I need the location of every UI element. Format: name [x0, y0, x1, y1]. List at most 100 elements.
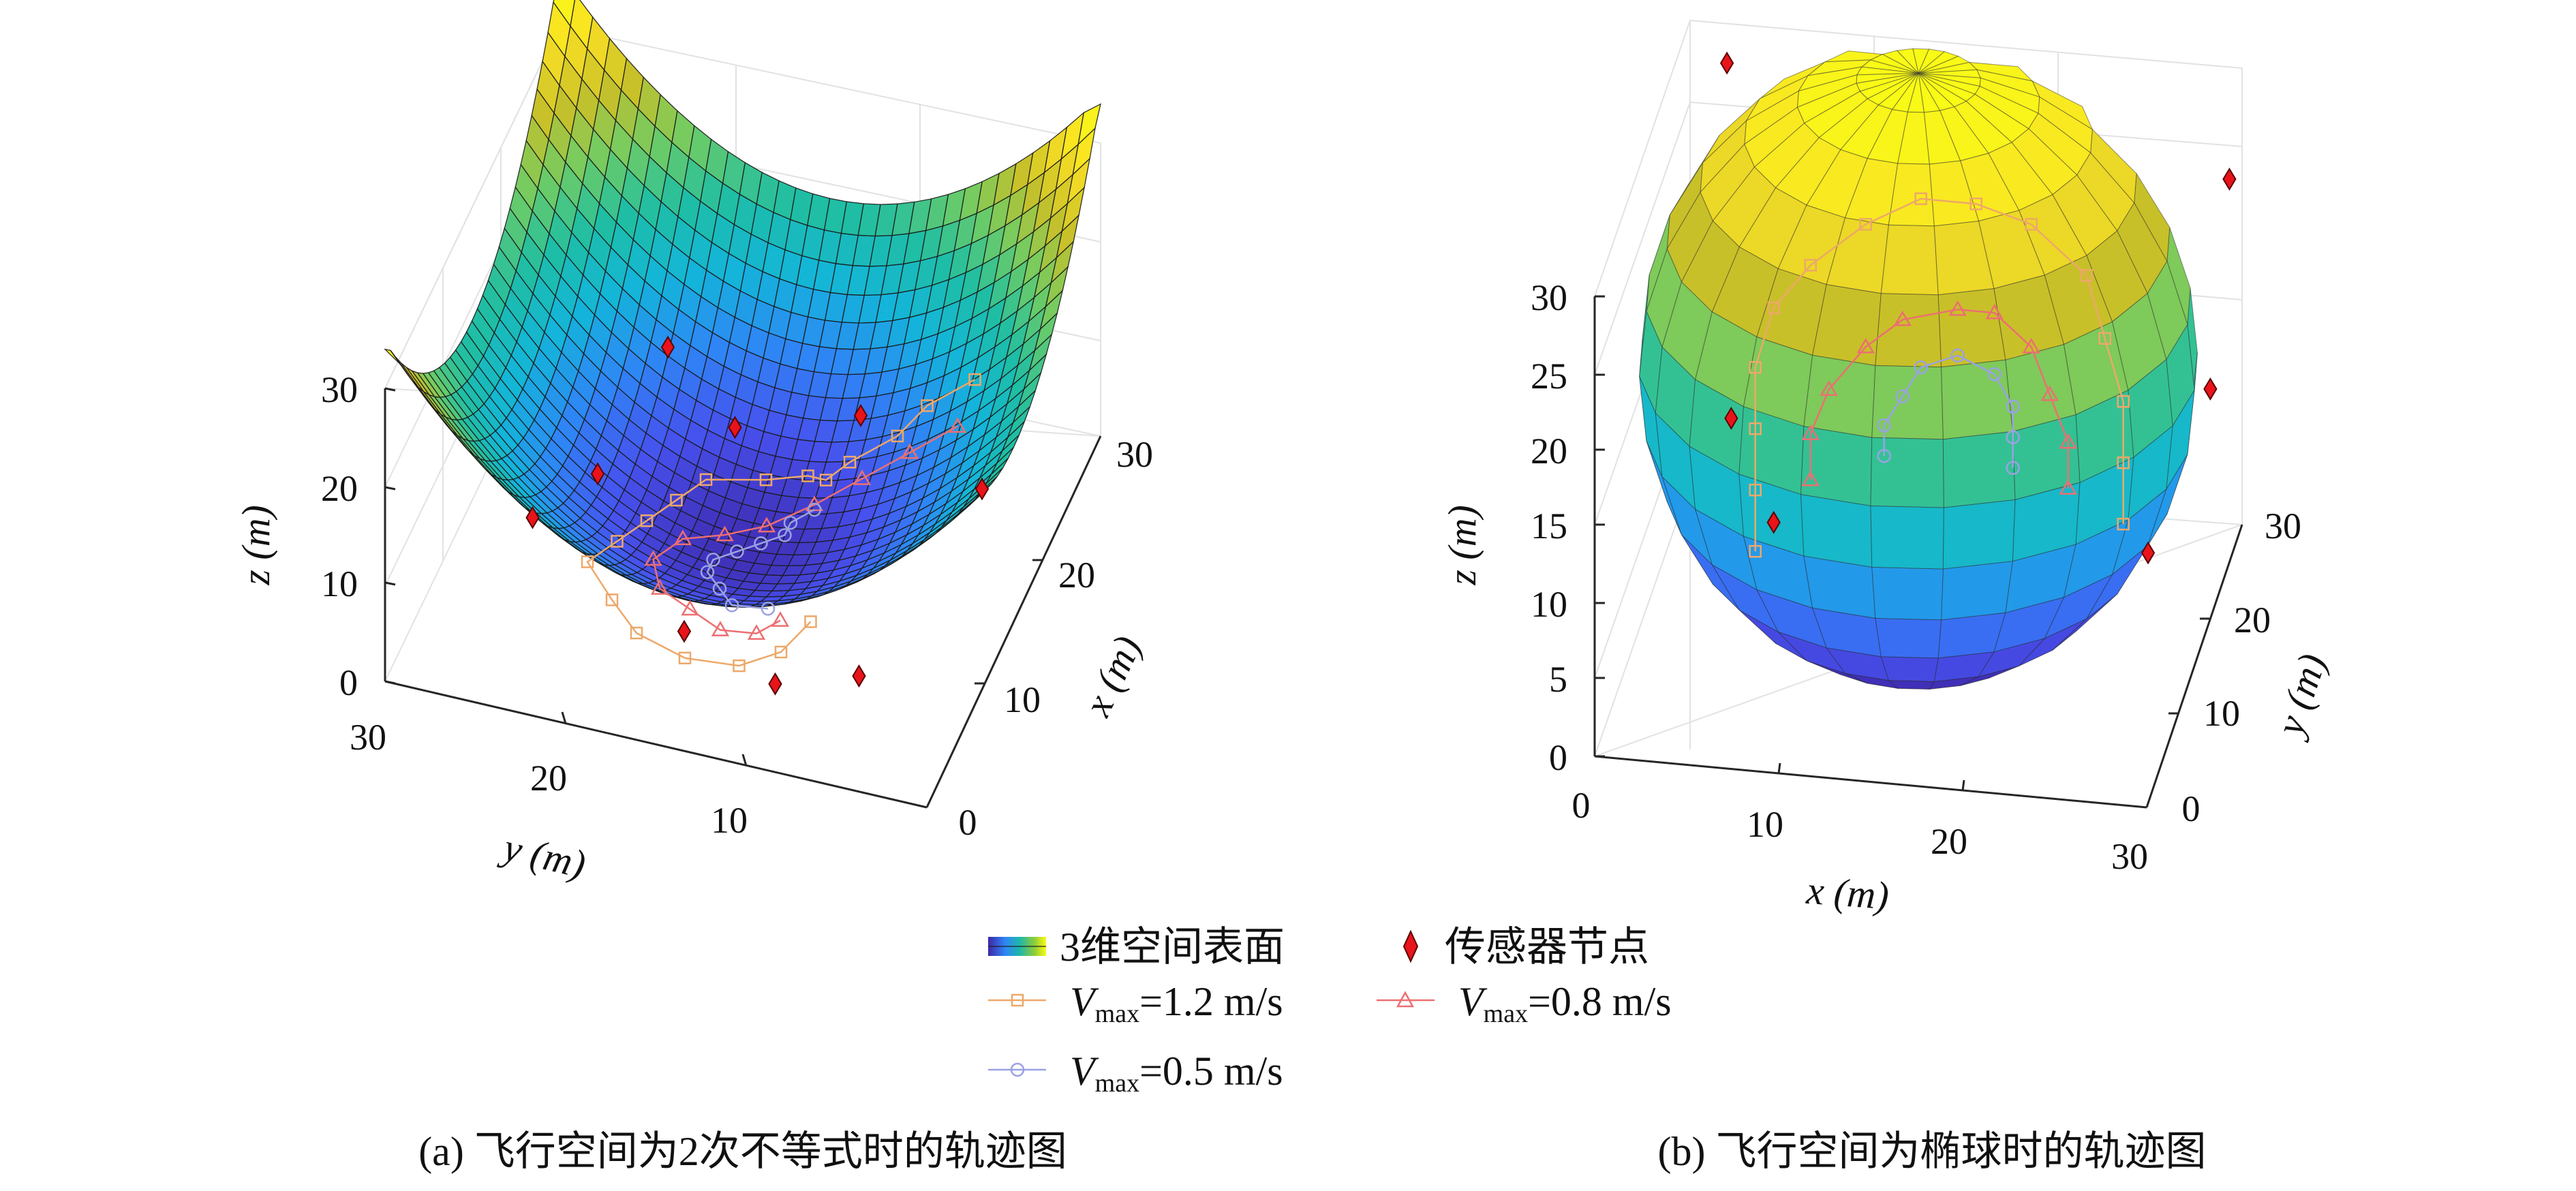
trajectory-point	[706, 553, 720, 567]
trajectory-point	[2117, 517, 2130, 531]
panel-a-z-tick: 0	[339, 662, 358, 703]
trajectory-point	[733, 659, 746, 672]
trajectory-point	[747, 624, 766, 640]
trajectory-point	[783, 515, 798, 530]
panel-b-y-label: y (m)	[2266, 649, 2335, 744]
surface-patch	[1880, 224, 1939, 296]
trajectory-point	[2040, 385, 2059, 401]
legend-v12-label: Vmax=1.2 m/s	[1070, 979, 1283, 1028]
panel-a-z-tick: 30	[321, 369, 358, 410]
trajectory-point	[699, 473, 713, 486]
trajectory-point	[670, 493, 683, 507]
sensor-node	[1724, 406, 1738, 430]
trajectory-line	[1883, 354, 2014, 468]
sensor-node	[660, 335, 675, 359]
sensor-node	[677, 619, 692, 643]
panel-b: 0 5 10 15 20 25 30 0 10 20 30 0 10 20 30…	[1440, 19, 2335, 918]
sensor-node	[853, 403, 868, 427]
trajectory-line	[1754, 198, 2124, 552]
legend-item-v05: Vmax=0.5 m/s	[988, 1049, 1283, 1098]
trajectory-point	[1914, 360, 1928, 375]
panel-a-z-label: z (m)	[234, 505, 278, 586]
panel-a-surface	[384, 0, 1101, 608]
trajectory-point	[801, 469, 814, 482]
trajectory-point	[1987, 367, 2002, 382]
panel-b-sensors	[1719, 51, 2237, 565]
panel-b-z-tick: 10	[1531, 584, 1567, 625]
panel-b-y-tick: 30	[2265, 506, 2301, 546]
trajectory-point	[1877, 418, 1891, 433]
trajectory-point	[2022, 337, 2040, 354]
surface-patch	[1871, 365, 1944, 440]
panel-b-trajectories	[1749, 192, 2130, 558]
panel-b-z-tick: 5	[1549, 659, 1567, 700]
trajectory-point	[948, 417, 967, 433]
legend-item-surface: 3维空间表面	[988, 925, 1285, 970]
trajectory-point	[778, 528, 792, 542]
trajectory-point	[804, 615, 817, 628]
trajectory-point	[1948, 300, 1967, 316]
panel-b-ticks	[1595, 295, 2210, 791]
surface-patch	[1940, 561, 2013, 621]
panel-a-x-axis	[925, 435, 1102, 808]
panel-a-trajectories	[581, 373, 981, 672]
trajectory-line	[1809, 308, 2069, 489]
surface-patch	[1800, 494, 1873, 568]
legend-item-v08: Vmax=0.8 m/s	[1377, 979, 1672, 1028]
trajectory-point	[2117, 456, 2130, 469]
trajectory-point	[2080, 268, 2093, 282]
trajectory-point	[968, 373, 981, 386]
panel-b-x-axis	[1594, 755, 2147, 809]
trajectory-point	[761, 602, 776, 616]
panel-a-y-label: y (m)	[496, 824, 589, 887]
trajectory-point	[1985, 303, 2004, 320]
panel-b-x-label: x (m)	[1805, 868, 1890, 918]
sensor-node	[590, 462, 605, 486]
panel-a-x-tick: 30	[1116, 434, 1153, 475]
panel-b-y-tick: 10	[2203, 693, 2240, 734]
trajectory-point	[2059, 433, 2077, 449]
surface-patch	[384, 348, 408, 375]
panel-a-ticks	[384, 387, 1043, 767]
surface-patch	[1871, 566, 1944, 621]
panel-a-y-axis	[384, 680, 927, 809]
panel-b-y-tick: 20	[2234, 600, 2271, 640]
sensor-node	[2222, 167, 2237, 191]
panel-b-y-axis	[2145, 524, 2243, 808]
panel-b-x-tick: 20	[1931, 821, 1967, 862]
trajectory-point	[921, 399, 934, 412]
surface-patch	[553, 0, 576, 27]
surface-patch	[1940, 359, 2013, 440]
trajectory-point	[1801, 424, 1820, 440]
trajectory-point	[640, 514, 654, 527]
panel-b-z-label: z (m)	[1440, 505, 1484, 586]
legend-item-sensor: 传感器节点	[1402, 925, 1649, 970]
trajectory-point	[900, 443, 919, 459]
triangle-marker-icon	[1396, 991, 1415, 1008]
panel-b-grid-line	[1594, 483, 1691, 757]
panel-b-z-tick: 25	[1531, 356, 1567, 397]
trajectory-point	[711, 621, 730, 636]
caption-b: (b) 飞行空间为椭球时的轨迹图	[1658, 1129, 2207, 1174]
trajectory-point	[1749, 483, 1762, 497]
panel-b-z-tick: 15	[1531, 506, 1567, 546]
trajectory-point	[771, 611, 790, 627]
trajectory-point	[1950, 348, 1965, 362]
trajectory-point	[1895, 389, 1910, 403]
trajectory-point	[611, 535, 624, 548]
surface-patch	[1937, 288, 2006, 368]
legend-item-v12: Vmax=1.2 m/s	[988, 979, 1283, 1028]
legend-v05-label: Vmax=0.5 m/s	[1070, 1049, 1283, 1098]
panel-a-sensors	[525, 335, 990, 696]
legend-sensor-label: 传感器节点	[1445, 925, 1649, 970]
sensor-diamond-icon	[1402, 929, 1419, 963]
panel-b-x-tick: 0	[1572, 785, 1591, 826]
trajectory-point	[650, 579, 669, 595]
trajectory-point	[757, 516, 776, 533]
panel-b-surface	[1639, 48, 2198, 690]
trajectory-point	[1914, 192, 1927, 205]
sensor-node	[2203, 377, 2218, 401]
trajectory-point	[2006, 461, 2020, 475]
trajectory-point	[581, 555, 594, 568]
